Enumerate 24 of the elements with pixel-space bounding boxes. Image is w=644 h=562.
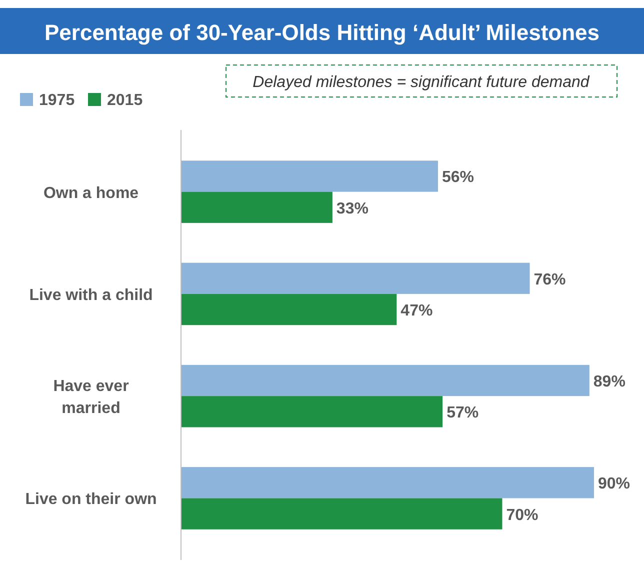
data-label: 89% xyxy=(593,373,626,390)
bar xyxy=(181,160,438,192)
bar xyxy=(181,498,502,530)
y-tick-label: Live on their own xyxy=(25,491,157,508)
data-label: 70% xyxy=(506,506,538,524)
bar xyxy=(181,467,594,498)
y-tick-label: Have ever married xyxy=(53,378,129,418)
bar xyxy=(181,396,443,428)
text: Delayed milestones = significant future demand xyxy=(252,74,590,91)
bar xyxy=(181,262,530,294)
bar xyxy=(181,294,397,326)
legend-label: 2015 xyxy=(107,92,143,109)
y-tick-label: Live with a child xyxy=(29,286,153,304)
y-tick-label: Own a home xyxy=(43,184,139,202)
data-label: 33% xyxy=(336,200,368,218)
bar xyxy=(181,192,332,223)
data-label: 56% xyxy=(442,169,474,186)
chart-title: Percentage of 30-Year-Olds Hitting ‘Adult’ Milestones xyxy=(44,20,600,45)
data-label: 57% xyxy=(446,404,479,422)
data-label: 90% xyxy=(598,476,630,493)
bar xyxy=(181,364,590,396)
legend-label: 1975 xyxy=(39,92,75,109)
data-label: 47% xyxy=(400,302,433,320)
data-label: 76% xyxy=(534,271,566,288)
